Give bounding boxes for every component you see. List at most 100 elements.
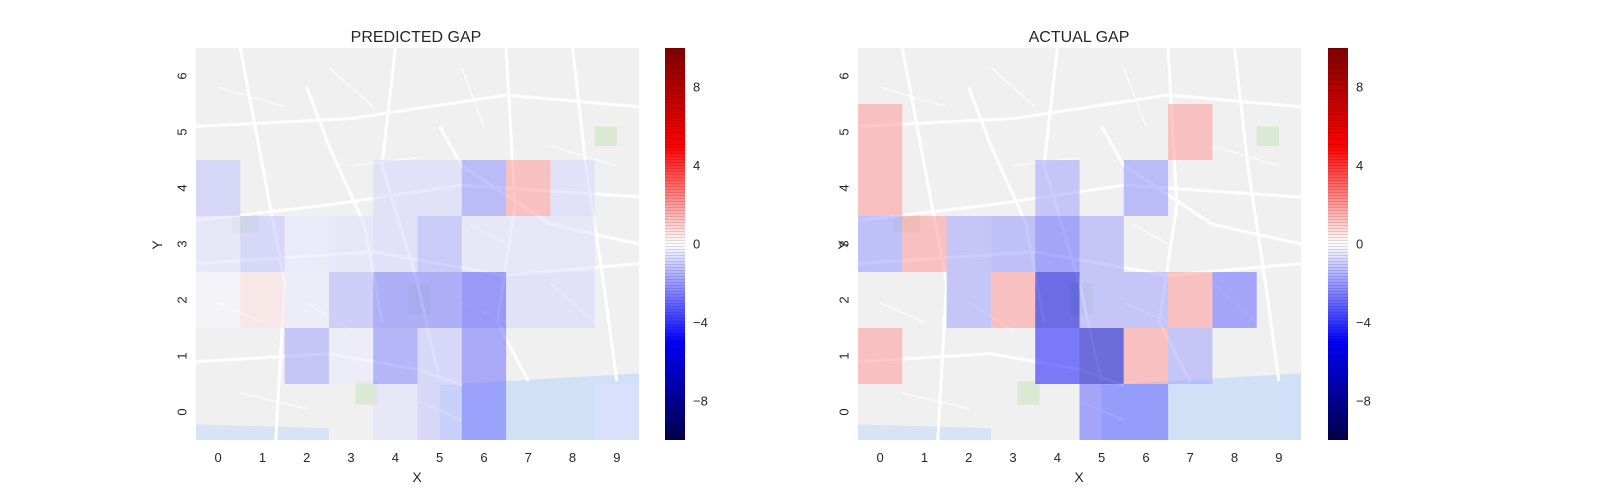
park-area	[355, 381, 378, 405]
x-tick-label: 7	[1187, 450, 1194, 465]
heatmap-cell	[858, 104, 903, 160]
heatmap-cell	[1123, 384, 1169, 440]
x-tick-label: 2	[303, 450, 310, 465]
x-tick-label: 4	[392, 450, 399, 465]
heatmap-cell	[240, 272, 285, 328]
street	[879, 86, 947, 108]
heatmap-cell	[1123, 328, 1169, 384]
x-tick-label: 7	[525, 450, 532, 465]
street	[1123, 67, 1147, 127]
colorbar-tick-label: −4	[1356, 315, 1371, 330]
panel-title: ACTUAL GAP	[1029, 29, 1130, 46]
heatmap-cell	[1168, 104, 1213, 160]
colorbar-tick-label: 0	[693, 237, 700, 252]
heatmap-cell	[550, 216, 595, 272]
x-tick-label: 1	[921, 450, 928, 465]
heatmap-cells	[196, 160, 639, 440]
x-tick-labels: 0 1 2 3 4 5 6 7 8 9	[215, 450, 621, 465]
colorbar-tick-label: 0	[1356, 237, 1363, 252]
road	[195, 93, 640, 128]
heatmap-cell	[550, 160, 595, 216]
colorbar-tick-label: 4	[693, 158, 700, 173]
heatmap-cell	[284, 216, 329, 272]
heatmap-cell	[461, 328, 507, 384]
heatmap-cell	[328, 272, 374, 328]
heatmap-cell	[196, 216, 241, 272]
road	[1233, 47, 1281, 382]
colorbar: 8 4 0 −4 −8	[1328, 48, 1371, 440]
street	[879, 302, 925, 324]
colorbar-tick-label: 4	[1356, 158, 1363, 173]
heatmap-cell	[196, 160, 241, 216]
colorbar-tick-label: 8	[1356, 80, 1363, 95]
y-tick-label: 4	[837, 184, 852, 191]
heatmap-plot: 0 1 2 3 4 5 6 7 8 9 0 1 2 3 4 5 6	[837, 47, 1302, 465]
heatmap-cell	[1079, 384, 1124, 440]
park-area	[1256, 126, 1279, 146]
x-tick-label: 9	[613, 450, 620, 465]
colorbar-tick-labels: 8 4 0 −4 −8	[693, 80, 708, 409]
heatmap-cell	[946, 216, 991, 272]
colorbar-tick-label: −8	[1356, 393, 1371, 408]
heatmap-cell	[1079, 216, 1124, 272]
heatmap-cell	[417, 272, 462, 328]
x-tick-label: 1	[259, 450, 266, 465]
heatmap-cell	[1035, 328, 1080, 384]
x-tick-label: 5	[436, 450, 443, 465]
x-tick-label: 0	[215, 450, 222, 465]
street	[217, 86, 285, 108]
x-tick-label: 8	[1231, 450, 1238, 465]
heatmap-cells	[858, 104, 1257, 440]
y-axis-label: Y	[835, 240, 851, 250]
heatmap-cell	[373, 328, 418, 384]
heatmap-cell	[417, 384, 462, 440]
heatmap-cell	[1212, 272, 1257, 328]
x-tick-label: 6	[480, 450, 487, 465]
y-tick-labels: 0 1 2 3 4 5 6	[175, 72, 190, 415]
heatmap-cell	[1079, 272, 1124, 328]
y-tick-label: 4	[175, 184, 190, 191]
heatmap-cell	[902, 216, 947, 272]
x-axis-label: X	[1074, 469, 1084, 485]
heatmap-plot: 0 1 2 3 4 5 6 7 8 9 0 1 2 3 4 5 6	[175, 47, 640, 465]
colorbar-tick-label: 8	[693, 80, 700, 95]
heatmap-cell	[328, 328, 374, 384]
colorbar-hatch	[665, 48, 685, 440]
park-area	[1017, 381, 1040, 405]
y-tick-label: 6	[837, 72, 852, 79]
y-tick-labels: 0 1 2 3 4 5 6	[837, 72, 852, 415]
heatmap-cell	[1123, 272, 1169, 328]
heatmap-cell	[594, 384, 639, 440]
colorbar-tick-labels: 8 4 0 −4 −8	[1356, 80, 1371, 409]
water-area	[858, 424, 991, 440]
heatmap-cell	[1168, 272, 1213, 328]
y-tick-label: 3	[837, 240, 852, 247]
heatmap-cell	[461, 160, 507, 216]
x-tick-label: 5	[1098, 450, 1105, 465]
street	[1212, 145, 1280, 167]
heatmap-cell	[1035, 216, 1080, 272]
y-tick-label: 5	[837, 128, 852, 135]
y-axis-label: Y	[149, 240, 165, 250]
heatmap-cell	[417, 216, 462, 272]
x-tick-label: 3	[347, 450, 354, 465]
y-tick-label: 0	[837, 408, 852, 415]
street	[328, 67, 374, 108]
street	[461, 67, 485, 127]
heatmap-cell	[506, 160, 551, 216]
heatmap-cell	[1079, 328, 1124, 384]
heatmap-cell	[240, 216, 285, 272]
heatmap-cell	[858, 328, 903, 384]
heatmap-cell	[1035, 272, 1080, 328]
water-area	[196, 424, 329, 440]
heatmap-cell	[506, 272, 551, 328]
heatmap-cell	[373, 160, 418, 216]
x-tick-labels: 0 1 2 3 4 5 6 7 8 9	[877, 450, 1283, 465]
street	[1132, 223, 1169, 245]
heatmap-cell	[990, 272, 1036, 328]
x-axis-label: X	[412, 469, 422, 485]
y-tick-label: 3	[175, 240, 190, 247]
x-tick-label: 2	[965, 450, 972, 465]
heatmap-cell	[550, 272, 595, 328]
